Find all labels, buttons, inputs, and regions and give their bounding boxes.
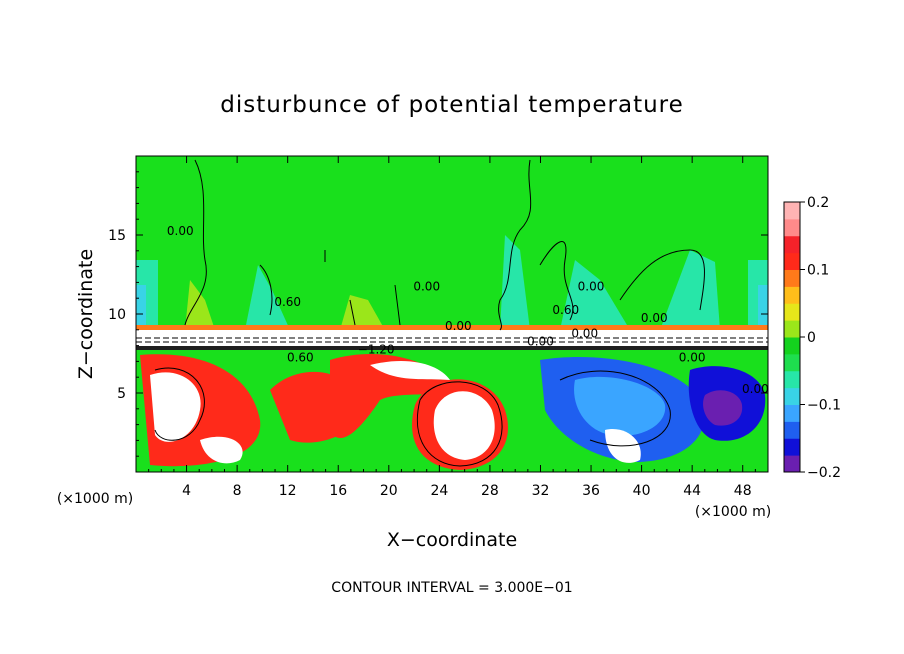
colorbar-swatch (784, 337, 800, 355)
contour-line-8 (559, 370, 671, 447)
contour-label: 0.00 (413, 279, 440, 293)
x-tick-label: 20 (380, 483, 398, 499)
contour-label: 0.00 (578, 279, 605, 293)
contour-label: 0.60 (287, 350, 314, 364)
cold-pocket-1 (150, 372, 201, 442)
right-edge-anomaly-core (758, 285, 768, 330)
cold-vortex-core (433, 391, 495, 460)
x-unit-label-right: (×1000 m) (695, 504, 771, 520)
upper-perturbation-1 (185, 280, 215, 330)
contour-line-2 (498, 159, 532, 331)
x-tick-label: 24 (430, 483, 448, 499)
x-tick-label: 4 (182, 483, 191, 499)
plot-area (136, 156, 768, 472)
colorbar-swatch (784, 269, 800, 287)
x-tick-label: 28 (481, 483, 499, 499)
contour-label: 0.00 (571, 327, 598, 341)
colorbar-swatch (784, 370, 800, 389)
colorbar-swatch (784, 455, 800, 473)
upper-perturbation-6 (660, 250, 720, 330)
x-tick-label: 48 (734, 483, 752, 499)
colorbar-tick-label: 0 (807, 330, 816, 346)
contour-line-4 (619, 249, 705, 311)
upper-layer-field (136, 156, 768, 331)
x-tick-label: 8 (233, 483, 242, 499)
x-unit-label-left: (×1000 m) (57, 491, 133, 507)
cool-swirl-2 (574, 376, 666, 436)
contour-label: 0.60 (274, 295, 301, 309)
y-tick-label: 5 (117, 386, 126, 402)
contour-label: 0.00 (742, 382, 769, 396)
cold-pocket-2 (200, 436, 243, 464)
cold-swirl-1 (370, 360, 450, 380)
left-edge-anomaly-core (136, 285, 146, 330)
y-tick-label: 15 (108, 228, 126, 244)
contour-line-6 (154, 367, 205, 441)
contour-label: 0.00 (641, 311, 668, 325)
x-tick-label: 32 (532, 483, 550, 499)
contour-label: 0.00 (445, 319, 472, 333)
colorbar-swatch (784, 286, 800, 304)
x-tick-label: 44 (683, 483, 701, 499)
x-tick-label: 16 (329, 483, 347, 499)
colorbar-swatch (784, 438, 800, 456)
colorbar-swatch (784, 404, 800, 422)
x-tick-label: 36 (582, 483, 600, 499)
colorbar-swatch (784, 303, 800, 321)
y-axis-ticks: 5 10 15 (108, 171, 768, 457)
colorbar-swatch (784, 202, 800, 220)
inversion-band-dark (136, 346, 768, 350)
colorbar-tick-label: −0.1 (807, 398, 841, 414)
y-axis-label: Z−coordinate (75, 249, 97, 379)
chart-title: disturbunce of potential temperature (220, 92, 684, 118)
contour-interval-note: CONTOUR INTERVAL = 3.000E−01 (331, 580, 572, 596)
contour-label: 0.00 (167, 224, 194, 238)
colorbar-swatch (784, 320, 800, 338)
contour-line-5 (259, 250, 401, 326)
x-tick-label: 12 (279, 483, 297, 499)
inversion-band-orange (136, 325, 768, 330)
contour-line-7 (416, 381, 503, 467)
colorbar-swatch (784, 387, 800, 405)
upper-perturbation-4 (500, 235, 530, 330)
colorbar-tick-label: 0.2 (807, 195, 829, 211)
colorbar: 0.2 0.1 0 −0.1 −0.2 (783, 195, 841, 481)
contour-label: −1.20 (358, 343, 395, 357)
colorbar-swatch (784, 421, 800, 439)
x-tick-label: 40 (633, 483, 651, 499)
colorbar-swatch (784, 353, 800, 372)
colorbar-swatch (784, 235, 800, 254)
colorbar-tick-label: 0.1 (807, 263, 829, 279)
contour-label: 0.00 (527, 335, 554, 349)
colorbar-swatch (784, 218, 800, 237)
contour-label: 0.00 (679, 350, 706, 364)
y-tick-label: 10 (108, 307, 126, 323)
contour-labels: 0.00 0.00 0.00 0.60 0.60 −1.20 0.00 0.00 0.00 0.0… (167, 224, 769, 396)
x-axis-ticks: 4 8 12 16 20 24 28 32 36 40 44 48 (148, 156, 756, 499)
upper-perturbation-2 (245, 265, 290, 330)
contour-label: 0.60 (552, 303, 579, 317)
upper-perturbation-5 (560, 260, 630, 330)
colorbar-tick-label: −0.2 (807, 465, 841, 481)
colorbar-swatch (784, 252, 800, 270)
x-axis-label: X−coordinate (387, 529, 517, 551)
cold-core-right (703, 390, 743, 426)
contour-line-3 (539, 241, 574, 321)
contour-line-inversion (136, 337, 768, 343)
contour-line-1 (184, 159, 207, 326)
